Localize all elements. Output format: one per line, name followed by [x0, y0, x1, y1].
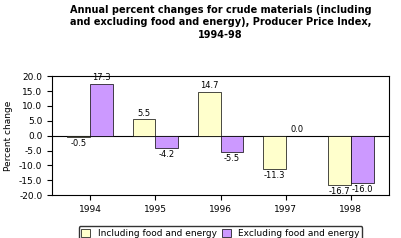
Bar [133, 119, 156, 136]
Bar [67, 136, 90, 137]
Text: -5.5: -5.5 [224, 154, 240, 163]
Text: 14.7: 14.7 [200, 81, 219, 90]
Bar [221, 136, 243, 152]
Bar [351, 136, 374, 183]
Bar [156, 136, 178, 148]
Text: 5.5: 5.5 [138, 109, 150, 118]
Text: -4.2: -4.2 [159, 150, 175, 159]
Bar [328, 136, 351, 185]
Text: -16.7: -16.7 [329, 187, 350, 196]
Bar [263, 136, 286, 169]
Text: 17.3: 17.3 [92, 73, 111, 82]
Text: -11.3: -11.3 [263, 171, 285, 180]
Bar [90, 84, 113, 136]
Text: 0.0: 0.0 [291, 125, 304, 134]
Text: -0.5: -0.5 [71, 139, 87, 148]
Y-axis label: Percent change: Percent change [4, 100, 14, 171]
Legend: Including food and energy, Excluding food and energy: Including food and energy, Excluding foo… [79, 226, 363, 238]
Bar [198, 92, 221, 136]
Text: -16.0: -16.0 [352, 185, 373, 194]
Text: Annual percent changes for crude materials (including
and excluding food and ene: Annual percent changes for crude materia… [70, 5, 371, 40]
